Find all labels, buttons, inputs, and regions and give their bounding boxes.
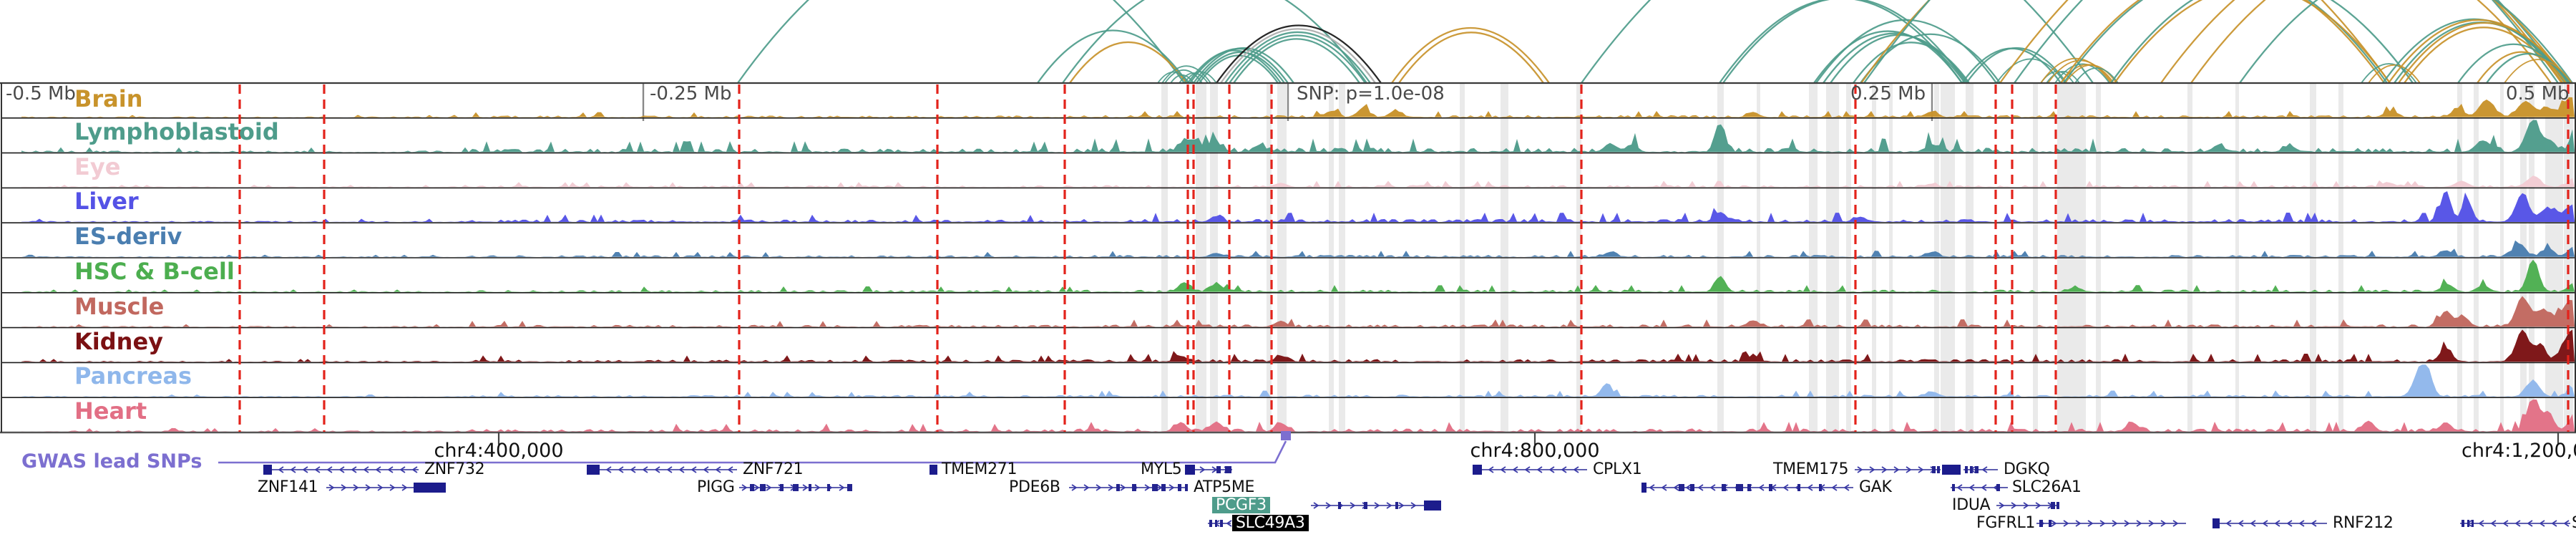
coordinate-chr4-1200000: chr4:1,200,000	[2462, 440, 2576, 462]
coordinate-chr4-800000: chr4:800,000	[1470, 440, 1600, 462]
track-label-liver: Liver	[74, 188, 139, 216]
gene-label-pcgf3: PCGF3	[1212, 497, 1270, 513]
gene-label-znf721: ZNF721	[743, 460, 804, 478]
gene-label-cplx1: CPLX1	[1593, 460, 1642, 478]
track-label-heart: Heart	[74, 397, 147, 425]
ruler-label-0-5mb: 0.5 Mb	[2506, 83, 2570, 105]
gene-label-tmem175: TMEM175	[1773, 460, 1849, 478]
gene-label-znf141: ZNF141	[258, 478, 318, 496]
track-label-pancreas: Pancreas	[74, 362, 192, 390]
track-label-kidney: Kidney	[74, 327, 164, 355]
gene-label-myl5: MYL5	[1141, 460, 1182, 478]
track-label-es-deriv: ES-deriv	[74, 223, 182, 251]
ruler-label-minus-0-25mb: -0.25 Mb	[650, 83, 732, 105]
track-label-eye: Eye	[74, 153, 121, 180]
gene-label-idua: IDUA	[1952, 496, 1991, 514]
track-label-muscle: Muscle	[74, 292, 165, 320]
gene-label-tmem271: TMEM271	[942, 460, 1018, 478]
gene-label-znf732: ZNF732	[424, 460, 485, 478]
gene-label-pde6b: PDE6B	[1009, 478, 1060, 496]
ruler-label-0-25mb: 0.25 Mb	[1850, 83, 1926, 105]
gene-label-gak: GAK	[1859, 478, 1892, 496]
snp-pvalue-label: SNP: p=1.0e-08	[1297, 83, 1445, 105]
gene-label-fgfrl1: FGFRL1	[1976, 514, 2036, 532]
track-label-brain: Brain	[74, 85, 143, 112]
track-label-hsc-b-cell: HSC & B-cell	[74, 258, 235, 285]
gene-label-pigg: PIGG	[697, 478, 735, 496]
gene-label-rnf212: RNF212	[2333, 514, 2394, 532]
coordinate-chr4-400000: chr4:400,000	[434, 440, 564, 462]
gene-label-dgkq: DGKQ	[2004, 460, 2050, 478]
ruler-label-minus-0-5mb: -0.5 Mb	[6, 83, 76, 105]
gwas-lead-snps-label: GWAS lead SNPs	[21, 450, 203, 473]
track-label-lymphoblastoid: Lymphoblastoid	[74, 117, 279, 145]
gene-label-atp5me: ATP5ME	[1194, 478, 1255, 496]
gene-label-slc26a1: SLC26A1	[2012, 478, 2082, 496]
gene-label-slc49a3: SLC49A3	[1232, 515, 1309, 531]
gene-label-s: S	[2572, 515, 2576, 531]
